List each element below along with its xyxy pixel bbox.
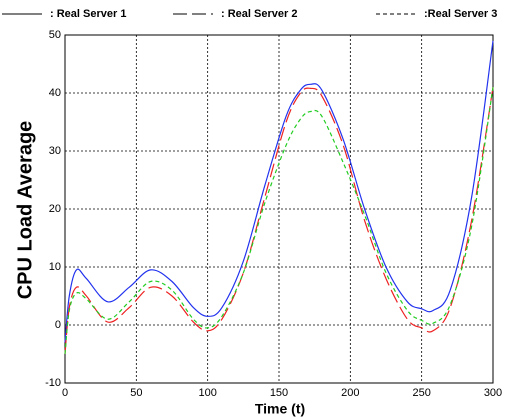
legend-label: : Real Server 1 <box>50 8 126 20</box>
x-tick-label: 50 <box>130 387 142 399</box>
x-tick-label: 0 <box>62 387 68 399</box>
series-line <box>64 87 494 355</box>
x-tick-label: 300 <box>484 387 502 399</box>
x-tick-label: 200 <box>341 387 359 399</box>
y-tick-label: 20 <box>49 203 61 215</box>
x-tick-label: 250 <box>412 387 430 399</box>
legend-label: : Real Server 2 <box>221 8 297 20</box>
x-tick-label: 150 <box>270 387 288 399</box>
legend-label: :Real Server 3 <box>424 8 497 20</box>
y-tick-label: 30 <box>49 145 61 157</box>
y-tick-label: 40 <box>49 87 61 99</box>
y-tick-label: 10 <box>49 261 61 273</box>
x-tick-label: 100 <box>198 387 216 399</box>
y-tick-label: 0 <box>55 319 61 331</box>
series-line <box>64 40 494 343</box>
y-axis-label: CPU Load Average <box>14 121 36 300</box>
y-tick-label: 50 <box>49 29 61 41</box>
y-tick-label: -10 <box>45 377 61 389</box>
x-axis-label: Time (t) <box>255 401 305 417</box>
